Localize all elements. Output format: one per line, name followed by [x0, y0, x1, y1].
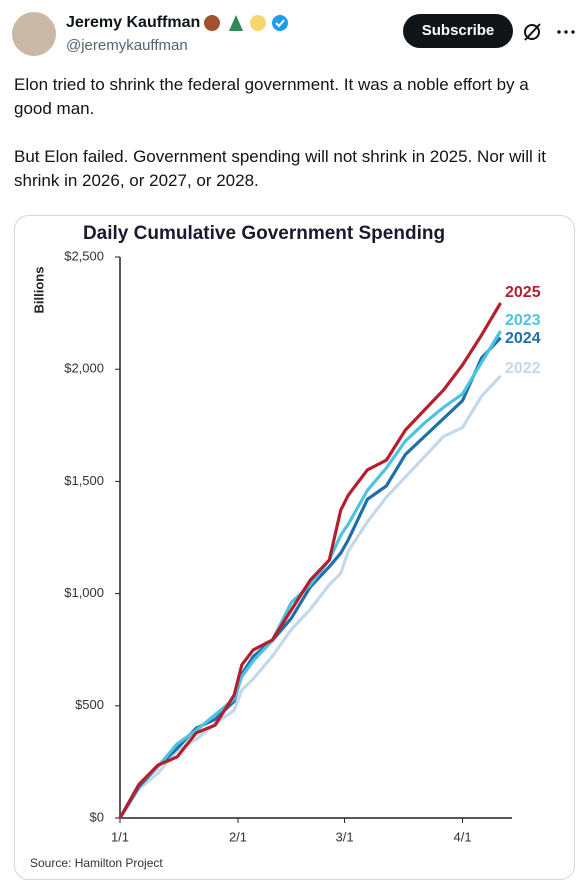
x-tick-label: 4/1: [453, 829, 471, 844]
y-tick-label: $0: [90, 809, 104, 824]
tweet-text: Elon tried to shrink the federal governm…: [14, 73, 570, 193]
legend-label: 2022: [505, 360, 541, 377]
author-name[interactable]: Jeremy Kauffman: [66, 14, 201, 31]
author-handle[interactable]: @jeremykauffman: [66, 37, 188, 54]
paragraph: But Elon failed. Government spending wil…: [14, 147, 546, 190]
y-tick-label: $1,500: [64, 473, 104, 488]
series-line: [118, 330, 502, 819]
subscribe-button[interactable]: Subscribe: [403, 14, 513, 48]
media-card[interactable]: [14, 215, 575, 880]
name-badges: [204, 15, 288, 31]
x-tick-label: 2/1: [229, 829, 247, 844]
y-axis-label: Billions: [31, 267, 46, 314]
avatar[interactable]: [12, 12, 56, 56]
legend-label: 2024: [505, 330, 541, 347]
series-line: [118, 302, 502, 819]
paragraph: Elon tried to shrink the federal governm…: [14, 75, 529, 118]
chart-title: Daily Cumulative Government Spending: [83, 223, 445, 244]
x-tick-label: 3/1: [336, 829, 354, 844]
legend-label: 2023: [505, 312, 541, 329]
y-tick-label: $2,000: [64, 361, 104, 376]
tweet-actions[interactable]: [522, 20, 582, 44]
x-tick-label: 1/1: [111, 829, 129, 844]
y-tick-label: $500: [75, 697, 104, 712]
source: Source: Hamilton Project: [30, 856, 163, 870]
y-tick-label: $1,000: [64, 585, 104, 600]
legend-label: 2025: [505, 284, 541, 301]
y-tick-label: $2,500: [64, 248, 104, 263]
